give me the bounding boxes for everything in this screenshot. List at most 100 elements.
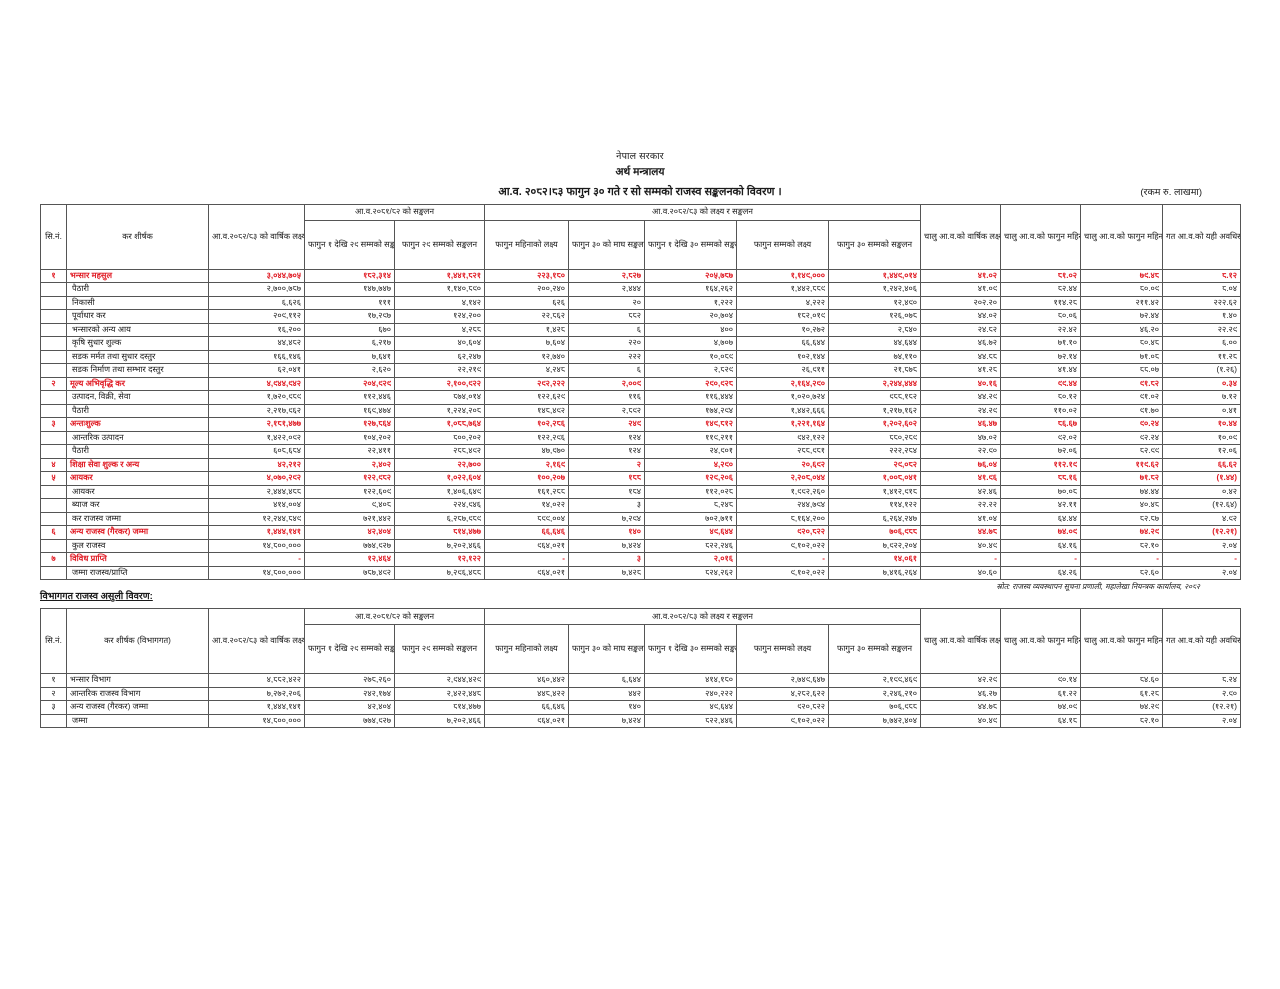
row-value: ६६.६२: [1162, 458, 1242, 473]
table-row: कर राजस्व जम्मा १२,२४४,८४९ ७२१,४४२ ६,२८७,९८…: [40, 512, 1242, 527]
table2-header: सि.नं. कर शीर्षक (विभागगत) आ.व.२०८२/८३ क…: [40, 608, 1242, 675]
row-value: २०२.२०: [920, 296, 1002, 311]
row-value: ८२.१०: [1080, 714, 1164, 729]
row-label: अन्य राजस्व (गैरकर) जम्मा: [66, 700, 209, 715]
row-value: २,१८१,४७७: [208, 417, 305, 432]
row-value: १०.४४: [1162, 417, 1242, 432]
row-value: ६४.४४: [1000, 512, 1082, 527]
table-row: सडक निर्माण तथा सम्भार दस्तुर ६२,०४१ २,६२०…: [40, 363, 1242, 378]
row-value: ७१.०८: [1080, 350, 1164, 365]
row-value: २,९४४,४२९: [394, 673, 485, 688]
row-value: ०.४१: [1162, 404, 1242, 419]
departmental-revenue-table: सि.नं. कर शीर्षक (विभागगत) आ.व.२०८२/८३ क…: [40, 608, 1242, 729]
row-value: ११२,४४६: [304, 390, 395, 405]
row-value: २,१६४,२९०: [736, 377, 829, 392]
row-label: जम्मा राजस्व/प्राप्ति: [66, 566, 209, 581]
row-value: ७.१२: [1162, 390, 1242, 405]
row-value: १,२४२,४०६: [827, 282, 922, 297]
row-value: ६४.२६: [1000, 566, 1082, 581]
row-value: ४४२: [568, 687, 645, 702]
row-value: १,०२०,७२४: [736, 390, 829, 405]
col-tax-head: कर शीर्षक: [66, 203, 209, 270]
row-value: ७०.०८: [1000, 485, 1082, 500]
row-value: ९६४,०२१: [484, 714, 569, 729]
row-value: २,८२७: [568, 269, 645, 284]
row-value: ४१.४४: [1000, 363, 1082, 378]
col-pct-annual: चालु आ.व.को वार्षिक लक्ष्यको तुलनामा सङ्…: [920, 203, 1002, 270]
row-serial-number: [40, 404, 67, 419]
row-value: ७१.८२: [1080, 471, 1164, 486]
row-value: १४७,७४७: [304, 282, 395, 297]
row-value: १११: [304, 296, 395, 311]
row-value: ८२.८७: [1080, 512, 1164, 527]
table-row: ब्याज कर ४१४,००४ ९,४०८ २२४,९४६ १४,०२२ ३ ८,२४८ २…: [40, 498, 1242, 513]
row-value: २२३,१८०: [484, 269, 569, 284]
row-serial-number: [40, 539, 67, 554]
table-row: सडक मर्मत तथा सुधार दस्तुर १६६,१४६ ७,६४१ ६२…: [40, 350, 1242, 365]
row-value: ७,२७२,२०६: [208, 687, 305, 702]
row-value: २९,०८२: [827, 458, 922, 473]
row-value: २,२४४,४४४: [827, 377, 922, 392]
row-value: ६०८,६८४: [208, 444, 305, 459]
row-serial-number: [40, 512, 67, 527]
row-value: (१२.२१): [1162, 700, 1242, 715]
row-value: १२४: [568, 431, 645, 446]
row-value: १,४४२,८८९: [736, 282, 829, 297]
row-serial-number: ६: [40, 525, 67, 540]
table-row: १ भन्सार विभाग ४,८८२,४२२ २७८,२६० २,९४४,४२९ ४६…: [40, 673, 1242, 688]
row-value: ६,२६४,२४७: [827, 512, 922, 527]
row-value: ११६,४४४: [644, 390, 737, 405]
row-value: ७,६४१: [304, 350, 395, 365]
row-value: ८१४,४७७: [394, 525, 485, 540]
row-value: १८८: [568, 471, 645, 486]
table-row: ३ अन्तःशुल्क २,१८१,४७७ १२७,८६४ १,०८८,७६४ १०२,…: [40, 417, 1242, 432]
government-name: नेपाल सरकार: [616, 151, 664, 162]
row-label: सडक मर्मत तथा सुधार दस्तुर: [66, 350, 209, 365]
row-serial-number: [40, 714, 67, 729]
row-value: २२.२२: [920, 498, 1002, 513]
row-value: ४७,९७०: [484, 444, 569, 459]
row-value: १४,८००,०००: [208, 539, 305, 554]
row-value: १४९,८१२: [644, 417, 737, 432]
row-value: २६,९११: [736, 363, 829, 378]
row-value: ७२१,४४२: [304, 512, 395, 527]
row-value: १७४,२९४: [644, 404, 737, 419]
row-value: ७४.२९: [1080, 700, 1164, 715]
row-value: २: [568, 458, 645, 473]
row-label: भन्सारको अन्य आय: [66, 323, 209, 338]
row-value: १,४४४,१४१: [208, 525, 305, 540]
row-label: आन्तरिक राजस्व विभाग: [66, 687, 209, 702]
row-value: ४,२४८: [484, 363, 569, 378]
row-value: २,६२०: [304, 363, 395, 378]
row-value: ४,२९०: [644, 458, 737, 473]
row-value: ९१.०२: [1080, 390, 1164, 405]
row-value: ९१.७०: [1080, 404, 1164, 419]
row-value: ८१.०२: [1000, 269, 1082, 284]
row-label: पैठारी: [66, 404, 209, 419]
row-value: ८८.१६: [1000, 471, 1082, 486]
row-serial-number: [40, 323, 67, 338]
row-value: १२,४९०: [827, 296, 922, 311]
row-value: ११.२८: [1162, 350, 1242, 365]
row-serial-number: [40, 309, 67, 324]
table-row: २ आन्तरिक राजस्व विभाग ७,२७२,२०६ २४२,१७४ २,४…: [40, 687, 1242, 702]
col2-sn: सि.नं.: [40, 608, 67, 675]
table-row: २ मूल्य अभिवृद्धि कर ४,९४४,९४२ २०४,९२९ २,१००…: [40, 377, 1242, 392]
row-value: ८०.०६: [1000, 309, 1082, 324]
row-value: १४०: [568, 525, 645, 540]
row-value: ९२०,८२२: [736, 700, 829, 715]
row-value: १२,७४०: [484, 350, 569, 365]
row-value: ४,१४२: [394, 296, 485, 311]
row-value: ९६४,०२१: [484, 566, 569, 581]
row-value: ९२०,८२२: [736, 525, 829, 540]
row-value: १६६,१४६: [208, 350, 305, 365]
row-value: ११६: [568, 390, 645, 405]
row-value: ६,२१७: [304, 336, 395, 351]
row-value: १,९९२,२६०: [736, 485, 829, 500]
row-value: ४४.२९: [920, 390, 1002, 405]
row-label: पैठारी: [66, 444, 209, 459]
row-value: ४४,६४४: [827, 336, 922, 351]
table-header: सि.नं. कर शीर्षक आ.व.२०८२/८३ को वार्षिक …: [40, 203, 1242, 270]
row-value: १.४०: [1162, 309, 1242, 324]
row-value: २.०४: [1162, 714, 1242, 729]
